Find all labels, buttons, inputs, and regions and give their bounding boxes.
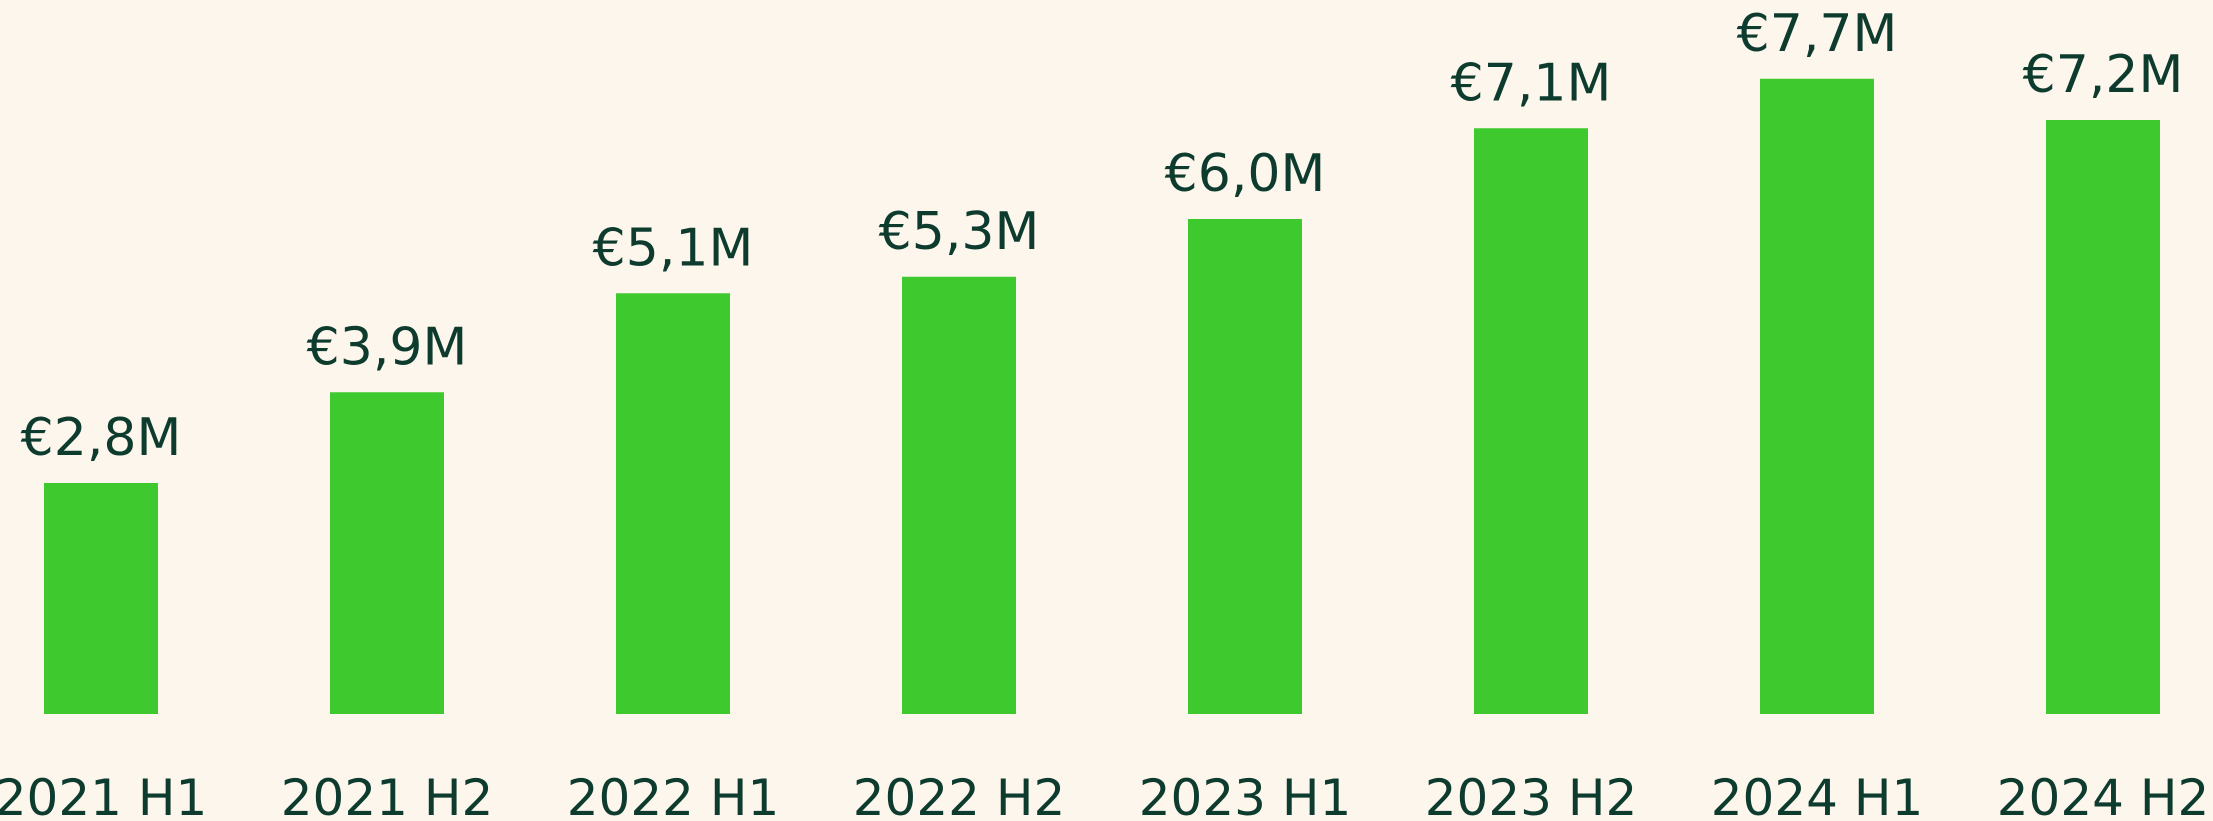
bar (902, 276, 1016, 714)
value-label: €3,9M (307, 317, 468, 377)
bar (1760, 78, 1874, 714)
x-tick-label: 2021 H2 (281, 769, 494, 821)
x-tick-label: 2022 H2 (853, 769, 1066, 821)
x-tick-label: 2023 H1 (1139, 769, 1352, 821)
x-tick-label: 2024 H1 (1711, 769, 1924, 821)
x-tick-label: 2022 H1 (567, 769, 780, 821)
bar (616, 293, 730, 714)
value-label: €2,8M (21, 408, 182, 468)
x-tick-label: 2023 H2 (1425, 769, 1638, 821)
value-label: €5,3M (879, 202, 1040, 262)
bar (1188, 219, 1302, 714)
bar (2046, 120, 2160, 714)
value-label: €7,2M (2023, 45, 2184, 105)
bar (330, 392, 444, 714)
value-label: €6,0M (1165, 144, 1326, 204)
value-label: €5,1M (593, 218, 754, 278)
bar (44, 483, 158, 714)
value-label: €7,1M (1451, 53, 1612, 113)
bar (1474, 128, 1588, 714)
value-label: €7,7M (1737, 4, 1898, 64)
x-tick-label: 2021 H1 (0, 769, 207, 821)
x-tick-label: 2024 H2 (1997, 769, 2210, 821)
